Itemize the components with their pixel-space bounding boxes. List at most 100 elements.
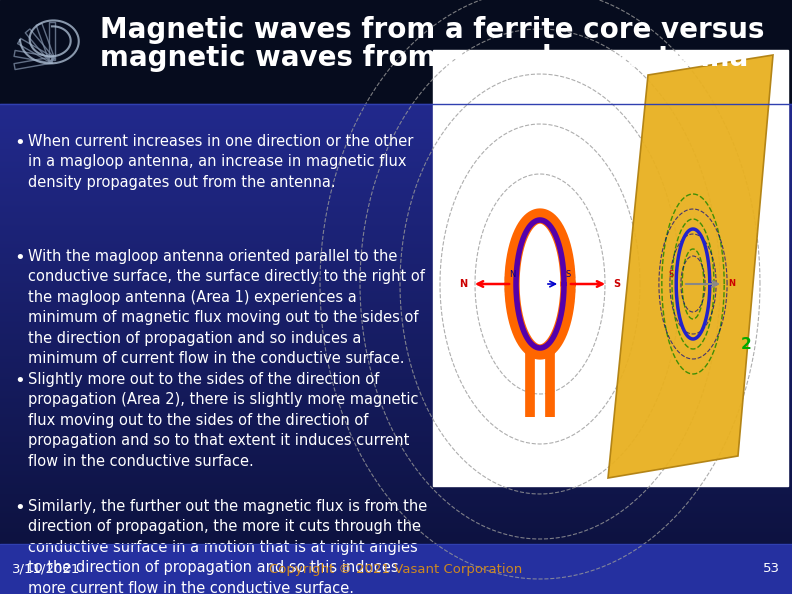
Bar (0, 138, 792, 139)
Bar (0, 538, 792, 539)
Bar (0, 393, 792, 394)
Bar (0, 413, 792, 414)
Bar (0, 482, 792, 483)
Bar (0, 111, 792, 112)
Bar (0, 444, 792, 445)
Bar (0, 249, 792, 250)
Bar (0, 127, 792, 128)
Bar (0, 206, 792, 207)
Bar (0, 306, 792, 307)
Bar (0, 163, 792, 164)
Bar (0, 442, 792, 443)
Bar (0, 346, 792, 347)
Bar (0, 211, 792, 212)
Bar (0, 287, 792, 288)
Bar (0, 415, 792, 416)
Bar (0, 317, 792, 318)
Bar (0, 338, 792, 339)
Bar (0, 310, 792, 311)
Bar (0, 207, 792, 208)
Bar (0, 424, 792, 425)
Text: N: N (728, 280, 735, 289)
Bar (0, 498, 792, 499)
Polygon shape (608, 55, 773, 478)
Bar (0, 493, 792, 494)
Bar (0, 426, 792, 427)
Bar (0, 216, 792, 217)
Bar (0, 135, 792, 136)
Bar (0, 107, 792, 108)
Bar (0, 159, 792, 160)
Bar (0, 439, 792, 440)
Bar (0, 165, 792, 166)
Bar (0, 299, 792, 300)
Bar (0, 156, 792, 157)
Bar (0, 283, 792, 284)
Bar (0, 518, 792, 519)
Bar (0, 157, 792, 158)
Bar (0, 276, 792, 277)
Bar (0, 224, 792, 225)
Bar (0, 409, 792, 410)
Bar (0, 131, 792, 132)
Bar (0, 260, 792, 261)
Bar (0, 235, 792, 236)
Bar (0, 485, 792, 486)
Bar (0, 363, 792, 364)
Bar (0, 396, 792, 397)
Bar (0, 397, 792, 398)
Bar (0, 191, 792, 192)
Bar (0, 339, 792, 340)
Bar (0, 222, 792, 223)
Bar (0, 449, 792, 450)
Bar (0, 423, 792, 424)
Bar (0, 177, 792, 178)
Bar (0, 517, 792, 518)
Bar (0, 205, 792, 206)
Bar (0, 513, 792, 514)
Bar (0, 253, 792, 254)
Bar (0, 532, 792, 533)
Bar (0, 151, 792, 152)
Bar (0, 411, 792, 412)
Bar (0, 119, 792, 120)
Bar (0, 312, 792, 313)
Bar (0, 244, 792, 245)
Bar (0, 271, 792, 272)
Bar (0, 132, 792, 133)
Bar (0, 228, 792, 229)
Bar (0, 226, 792, 227)
Bar (0, 375, 792, 376)
Bar (0, 490, 792, 491)
Bar (0, 141, 792, 142)
Bar (0, 416, 792, 417)
Bar (0, 541, 792, 542)
Bar (0, 169, 792, 170)
Bar (0, 189, 792, 190)
Bar (0, 251, 792, 252)
Bar (0, 167, 792, 168)
Bar (0, 460, 792, 461)
Bar (0, 536, 792, 537)
Bar (0, 356, 792, 357)
Bar (0, 195, 792, 196)
Bar (0, 259, 792, 260)
Bar (0, 501, 792, 502)
Bar (0, 304, 792, 305)
Bar (0, 234, 792, 235)
Bar (0, 533, 792, 534)
Bar (0, 524, 792, 525)
Bar (0, 268, 792, 269)
Bar (0, 184, 792, 185)
Bar (0, 463, 792, 464)
Bar (0, 319, 792, 320)
Bar (0, 279, 792, 280)
Bar (0, 384, 792, 385)
Bar (0, 237, 792, 238)
Bar (0, 133, 792, 134)
Bar (0, 365, 792, 366)
Bar (0, 109, 792, 110)
Bar (0, 126, 792, 127)
Bar (0, 370, 792, 371)
Bar (0, 264, 792, 265)
